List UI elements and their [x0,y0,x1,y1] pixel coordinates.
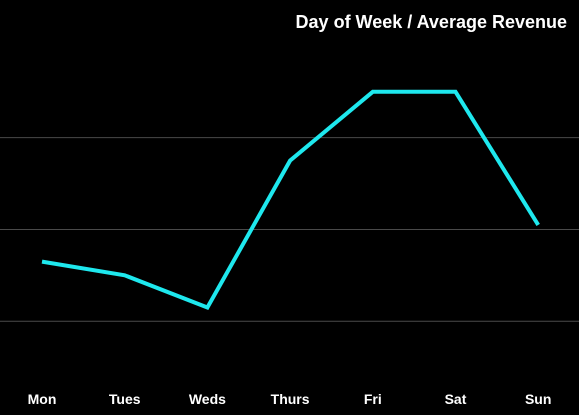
x-tick-label-weds: Weds [189,391,226,407]
x-tick-label-fri: Fri [364,391,382,407]
x-tick-label-thurs: Thurs [271,391,310,407]
x-tick-label-sun: Sun [525,391,551,407]
series-line [41,89,540,310]
series-line-group [41,89,540,310]
x-tick-label-mon: Mon [28,391,57,407]
x-tick-label-sat: Sat [445,391,467,407]
chart-title: Day of Week / Average Revenue [295,12,567,32]
x-tick-label-tues: Tues [109,391,141,407]
x-tick-labels: Mon Tues Weds Thurs Fri Sat Sun [28,391,552,407]
